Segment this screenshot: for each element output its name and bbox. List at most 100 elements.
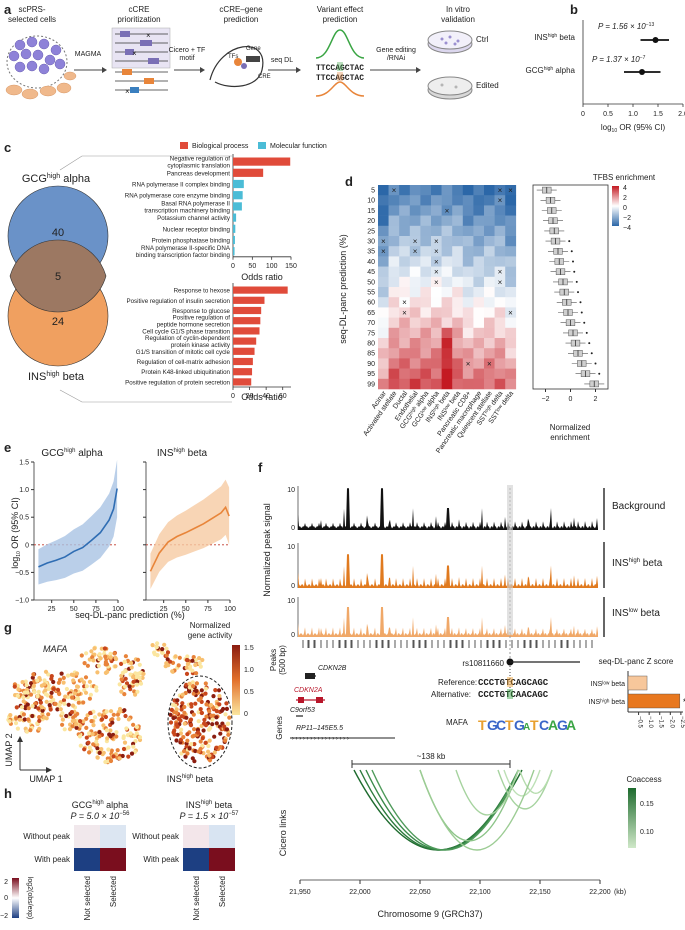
panel-label-b: b xyxy=(570,2,578,17)
z-title: seq-DL-panc Z score xyxy=(599,657,674,666)
c-bar xyxy=(233,224,236,233)
d-heat-cell xyxy=(484,236,495,247)
umap-cell xyxy=(83,690,89,695)
umap-cell xyxy=(204,702,209,707)
umap-cell xyxy=(103,654,108,659)
arrow-label-cicero-l2: motif xyxy=(179,55,194,62)
e-ytick-label: 0 xyxy=(25,542,29,549)
b-row-gcg-label: GCGhigh alpha xyxy=(526,66,576,75)
umap-cell xyxy=(72,691,77,696)
z-category-label: INSʰⁱᵍʰ beta xyxy=(589,698,626,706)
umap-cell xyxy=(36,689,41,694)
d-heat-cell xyxy=(399,246,411,257)
umap-cell xyxy=(82,661,87,666)
d-heat-cell xyxy=(484,378,495,390)
umap-cell xyxy=(74,671,80,676)
d-heat-cell xyxy=(494,317,506,329)
umap-cell xyxy=(212,750,217,755)
d-box-xlabel-l1: Normalized xyxy=(550,423,590,432)
umap-cell xyxy=(124,681,130,686)
umap-cell xyxy=(123,676,128,681)
umap-cell xyxy=(150,643,155,648)
d-heat-cell xyxy=(431,327,442,339)
umap-cell xyxy=(193,701,198,706)
umap-cell xyxy=(108,655,113,660)
umap-cell xyxy=(226,721,231,726)
f-genes-label: Genes xyxy=(275,716,284,740)
panel-label-h: h xyxy=(4,786,12,801)
panel-label-e: e xyxy=(4,440,11,455)
d-heat-cell xyxy=(494,368,506,380)
umap-cell xyxy=(64,713,69,719)
d-heat-cell xyxy=(494,185,506,196)
umap-cell xyxy=(97,712,102,717)
coaccess-colorbar xyxy=(628,788,636,848)
umap-cell xyxy=(91,723,96,728)
umap-cell xyxy=(61,675,66,681)
umap-cell xyxy=(23,679,28,684)
step-3-title-l2: prediction xyxy=(224,15,259,24)
f-xtick-label: 22,050 xyxy=(409,889,431,896)
panel-label-d: d xyxy=(345,174,353,189)
d-heat-cell xyxy=(409,307,421,318)
umap-cell xyxy=(174,707,179,712)
panel-e: e GCGhigh alpha INShigh beta 25 50 75 100 1.… xyxy=(4,440,236,620)
umap-cell xyxy=(115,748,120,753)
d-heat-cell xyxy=(388,246,400,257)
umap-cell xyxy=(165,650,171,655)
umap-cell xyxy=(199,688,204,693)
arrow-label-gene-editing-l1: Gene editing xyxy=(376,47,416,54)
umap-cell xyxy=(87,750,92,755)
umap-cell xyxy=(60,711,65,716)
h-pval-ins: P = 1.5 × 10−57 xyxy=(180,811,240,821)
umap-cell xyxy=(191,655,196,660)
d-heat-cell xyxy=(484,348,495,359)
umap-cell xyxy=(70,703,76,708)
arrow-label-gene-editing-l2: /RNAi xyxy=(387,55,406,62)
c-category-label: RNA polymerase II-specific DNA xyxy=(141,245,231,252)
f-track-ytick-zero: 0 xyxy=(291,583,295,590)
e-ci-band xyxy=(150,479,230,589)
d-heat-cell xyxy=(484,287,495,298)
umap-cell xyxy=(13,716,18,721)
arrow-label-cicero-l1: Cicero + TF xyxy=(169,47,206,54)
e-xtick-label: 50 xyxy=(182,606,190,613)
umap-cell xyxy=(165,657,170,662)
umap-cell xyxy=(198,707,203,712)
c-bar xyxy=(233,347,255,355)
d-box-xtick-label: 2 xyxy=(594,396,598,403)
umap-cell xyxy=(102,646,107,651)
umap-cell xyxy=(217,702,222,707)
d-heat-cell xyxy=(473,317,485,329)
c-category-label: Protein K48-linked ubiquitination xyxy=(141,369,230,376)
ref-label: Reference: xyxy=(438,678,477,687)
umap-cell xyxy=(208,725,213,731)
d-heat-cell xyxy=(409,317,421,329)
e-xtick-label: 50 xyxy=(70,606,78,613)
d-heat-cell xyxy=(494,348,506,359)
umap-cell xyxy=(46,712,51,717)
d-heat-cell xyxy=(420,348,432,359)
umap-cell xyxy=(199,699,204,705)
umap-cell xyxy=(12,684,17,689)
umap-cell xyxy=(179,727,184,732)
umap-cell xyxy=(48,699,54,704)
umap-cell xyxy=(216,688,222,693)
c-category-label: Protein phosphatase binding xyxy=(152,238,231,245)
umap-cell xyxy=(60,722,65,727)
c-category-label: binding transcription factor binding xyxy=(136,252,231,259)
umap-cell xyxy=(214,745,219,750)
d-heat-cell xyxy=(462,297,474,308)
d-cross-mark: × xyxy=(498,186,503,195)
umap-cell xyxy=(49,676,54,681)
e-ytick-label: 1.5 xyxy=(19,460,29,467)
d-heat-cell xyxy=(494,338,506,349)
d-heat-cell xyxy=(473,256,485,267)
umap-cell xyxy=(78,743,83,748)
d-heat-cell xyxy=(388,297,400,308)
umap-cell xyxy=(95,755,100,760)
d-heat-cell xyxy=(505,368,517,380)
c-bar xyxy=(233,317,261,325)
d-heat-cell xyxy=(409,185,421,196)
